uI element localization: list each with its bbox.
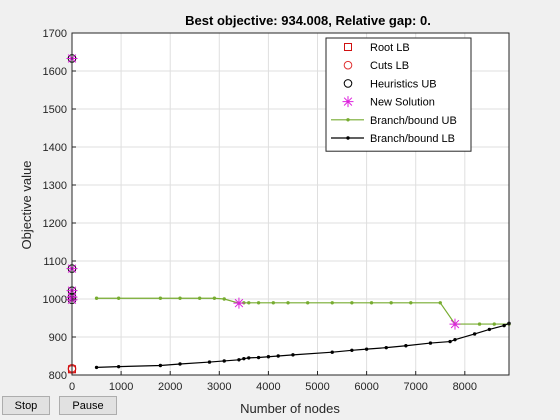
y-tick-label: 900 bbox=[49, 332, 67, 344]
circle-marker bbox=[343, 79, 353, 88]
dot-marker bbox=[350, 348, 354, 352]
dot-marker bbox=[487, 327, 492, 332]
axis-ticks: 0 1000 2000 3000 4000 5000 6000 7000 8000 800 900 1… bbox=[43, 28, 478, 393]
dot-marker bbox=[207, 360, 212, 364]
x-tick-label: 4000 bbox=[256, 381, 280, 393]
legend-label: Branch/bound LB bbox=[370, 133, 455, 145]
dot-marker bbox=[384, 345, 388, 350]
dot-marker bbox=[404, 344, 408, 348]
y-tick-label: 1600 bbox=[43, 66, 67, 78]
x-tick-label: 3000 bbox=[207, 381, 231, 393]
dot-marker bbox=[256, 355, 261, 360]
star-marker bbox=[342, 96, 354, 108]
axes-frame bbox=[71, 32, 510, 376]
stop-button[interactable]: Stop bbox=[2, 396, 50, 415]
dot-marker bbox=[242, 356, 246, 361]
dot-marker bbox=[271, 301, 276, 305]
dot-marker bbox=[502, 323, 506, 328]
y-tick-label: 1400 bbox=[43, 142, 67, 154]
dot-marker bbox=[286, 301, 290, 305]
square-marker bbox=[344, 43, 352, 51]
dot-marker bbox=[346, 136, 350, 140]
dot-marker bbox=[266, 355, 271, 359]
dot-marker bbox=[94, 365, 99, 370]
x-tick-label: 5000 bbox=[305, 381, 329, 393]
dot-marker bbox=[178, 296, 182, 300]
dot-marker bbox=[428, 341, 433, 345]
dot-marker bbox=[222, 297, 226, 301]
series-branch-bound-lb bbox=[94, 321, 511, 370]
dot-marker bbox=[197, 296, 202, 300]
dot-marker bbox=[350, 301, 354, 305]
dot-marker bbox=[477, 322, 482, 326]
dot-marker bbox=[409, 301, 413, 305]
x-tick-label: 1000 bbox=[109, 381, 133, 393]
dot-marker bbox=[222, 359, 226, 363]
y-tick-label: 1200 bbox=[43, 218, 67, 230]
pause-button[interactable]: Pause bbox=[59, 396, 117, 415]
dot-marker bbox=[256, 301, 261, 305]
dot-marker bbox=[247, 301, 251, 305]
dot-marker bbox=[247, 356, 251, 360]
x-axis-label: Number of nodes bbox=[240, 401, 340, 416]
legend-label: Branch/bound UB bbox=[370, 115, 457, 127]
dot-marker bbox=[453, 337, 457, 342]
chart-title: Best objective: 934.008, Relative gap: 0… bbox=[185, 13, 431, 28]
y-tick-label: 1100 bbox=[43, 256, 67, 268]
dot-marker bbox=[330, 350, 334, 354]
dot-marker bbox=[438, 301, 442, 305]
legend-label: Heuristics UB bbox=[370, 78, 437, 90]
legend: Root LB Cuts LB Heuristics UB New Solution B… bbox=[325, 37, 472, 152]
legend-label: Root LB bbox=[370, 42, 410, 54]
x-tick-label: 8000 bbox=[453, 381, 477, 393]
x-tick-label: 2000 bbox=[158, 381, 182, 393]
legend-entry: Heuristics UB bbox=[343, 78, 437, 90]
y-axis-label: Objective value bbox=[19, 161, 34, 250]
dot-marker bbox=[116, 364, 121, 369]
dot-marker bbox=[346, 118, 350, 122]
dot-marker bbox=[369, 301, 374, 305]
circle-marker bbox=[343, 60, 353, 70]
dot-marker bbox=[389, 301, 393, 305]
dot-marker bbox=[212, 296, 217, 300]
y-tick-label: 800 bbox=[49, 370, 67, 382]
dot-marker bbox=[158, 296, 163, 300]
y-tick-label: 1000 bbox=[43, 294, 67, 306]
dot-marker bbox=[291, 353, 295, 357]
dot-marker bbox=[448, 339, 452, 344]
x-tick-label: 6000 bbox=[354, 381, 378, 393]
star-marker bbox=[233, 297, 245, 309]
legend-entry: Cuts LB bbox=[343, 60, 409, 72]
dot-marker bbox=[305, 301, 310, 305]
series-line bbox=[96, 297, 509, 325]
legend-entry: Branch/bound UB bbox=[331, 115, 457, 127]
y-tick-label: 1500 bbox=[43, 104, 67, 116]
y-tick-label: 1700 bbox=[43, 28, 67, 40]
dot-marker bbox=[472, 332, 477, 336]
dot-marker bbox=[330, 301, 334, 305]
y-tick-label: 1300 bbox=[43, 180, 67, 192]
x-tick-label: 7000 bbox=[403, 381, 427, 393]
x-tick-label: 0 bbox=[69, 381, 75, 393]
dot-marker bbox=[94, 296, 99, 300]
dot-marker bbox=[116, 296, 121, 300]
star-marker bbox=[449, 318, 461, 330]
dot-marker bbox=[364, 347, 369, 351]
dot-marker bbox=[178, 362, 182, 366]
legend-label: New Solution bbox=[370, 97, 435, 109]
dot-marker bbox=[158, 363, 163, 368]
legend-box bbox=[325, 37, 472, 152]
legend-entry: Root LB bbox=[344, 42, 410, 54]
legend-entry: New Solution bbox=[342, 96, 435, 109]
dot-marker bbox=[237, 358, 241, 362]
legend-label: Cuts LB bbox=[370, 60, 409, 72]
dot-marker bbox=[276, 354, 280, 358]
legend-entry: Branch/bound LB bbox=[331, 133, 455, 145]
dot-marker bbox=[492, 322, 496, 326]
